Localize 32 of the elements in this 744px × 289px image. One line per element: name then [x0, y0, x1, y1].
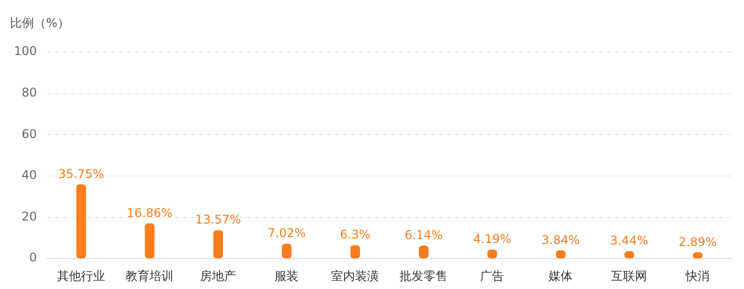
- y-tick-label: 100: [14, 44, 37, 58]
- y-tick-label: 40: [22, 168, 37, 182]
- data-label: 3.44%: [610, 234, 648, 248]
- x-tick-label: 快消: [684, 268, 710, 283]
- data-label: 13.57%: [195, 212, 242, 227]
- data-label: 6.14%: [404, 228, 443, 242]
- y-tick-label: 0: [29, 250, 37, 265]
- data-label: 7.02%: [268, 226, 306, 240]
- bar: [76, 184, 86, 258]
- bar: [144, 223, 154, 258]
- data-label: 6.3%: [340, 228, 370, 242]
- y-axis-title: 比例（%）: [10, 16, 70, 30]
- data-label: 35.75%: [58, 166, 104, 181]
- x-tick-label: 室内装潢: [331, 268, 380, 283]
- x-tick-label: 媒体: [548, 268, 573, 283]
- bar: [350, 245, 360, 258]
- x-tick-label: 互联网: [611, 268, 648, 283]
- x-tick-label: 教育培训: [126, 268, 174, 283]
- x-tick-label: 服装: [274, 268, 299, 283]
- y-tick-label: 60: [22, 126, 37, 141]
- bar: [282, 244, 292, 258]
- data-label: 16.86%: [126, 206, 173, 220]
- x-tick-label: 广告: [480, 268, 504, 283]
- x-tick-label: 批发零售: [400, 268, 448, 283]
- y-tick-label: 80: [22, 85, 37, 100]
- data-label: 2.89%: [678, 234, 717, 249]
- data-label: 3.84%: [542, 232, 580, 247]
- x-tick-label: 其他行业: [57, 268, 106, 283]
- data-label: 4.19%: [473, 232, 512, 246]
- bar: [213, 230, 224, 258]
- x-tick-label: 房地产: [200, 268, 236, 283]
- y-tick-label: 20: [22, 209, 37, 224]
